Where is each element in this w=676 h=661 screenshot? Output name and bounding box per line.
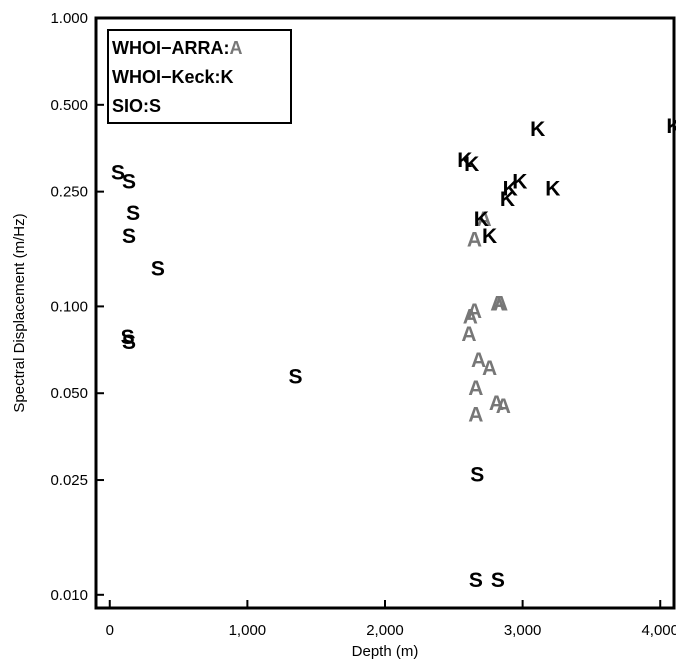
point-s: S — [111, 162, 125, 185]
x-tick-label: 3,000 — [504, 622, 542, 639]
point-s: S — [151, 257, 165, 280]
x-tick-label: 0 — [106, 622, 114, 639]
point-k: K — [503, 178, 518, 201]
y-tick-label: 0.010 — [50, 587, 88, 604]
point-s: S — [126, 202, 140, 225]
point-k: K — [457, 149, 472, 172]
legend-marker: A — [230, 38, 243, 58]
point-k: K — [474, 208, 489, 231]
point-a: A — [467, 228, 482, 251]
legend-label: WHOI−Keck: — [112, 67, 221, 87]
x-tick-label: 2,000 — [366, 622, 404, 639]
legend-marker: S — [149, 96, 161, 116]
point-a: A — [482, 357, 497, 380]
point-a: A — [476, 208, 491, 231]
point-s: S — [122, 170, 136, 193]
x-axis-title: Depth (m) — [352, 643, 419, 660]
point-k: K — [500, 188, 515, 211]
point-k: K — [666, 115, 676, 138]
point-k: K — [464, 153, 479, 176]
axes: 0 1,000 2,000 3,000 4,000 0.010 0.025 0.050 0.10… — [50, 10, 676, 639]
point-a: A — [496, 395, 511, 418]
point-s: S — [470, 464, 484, 487]
x-tick-label: 4,000 — [641, 622, 676, 639]
point-a: A — [468, 404, 483, 427]
legend-label: WHOI−ARRA: — [112, 38, 230, 58]
point-s: S — [491, 569, 505, 592]
point-a: A — [467, 300, 482, 323]
point-s: S — [289, 365, 303, 388]
point-s: S — [122, 331, 136, 354]
legend-entry: WHOI−Keck:K — [112, 67, 234, 87]
point-s: S — [122, 225, 136, 248]
point-k: K — [530, 118, 545, 141]
point-a: A — [471, 349, 486, 372]
point-a: A — [461, 323, 476, 346]
y-tick-label: 0.500 — [50, 97, 88, 114]
legend-marker: K — [221, 67, 234, 87]
y-tick-label: 0.100 — [50, 298, 88, 315]
point-a: A — [490, 292, 505, 315]
point-a: A — [489, 392, 504, 415]
point-s: S — [469, 569, 483, 592]
point-k: K — [482, 225, 497, 248]
legend-entry: WHOI−ARRA:A — [112, 38, 243, 58]
legend: WHOI−ARRA:A WHOI−Keck:K SIO:S — [107, 29, 292, 124]
point-k: K — [512, 170, 527, 193]
y-tick-label: 0.050 — [50, 385, 88, 402]
legend-label: SIO: — [112, 96, 149, 116]
legend-box — [107, 29, 292, 124]
legend-entry: SIO:S — [112, 96, 161, 116]
point-a: A — [468, 377, 483, 400]
point-a: A — [463, 305, 478, 328]
y-axis-title: Spectral Displacement (m/Hz) — [11, 213, 28, 412]
y-tick-label: 0.250 — [50, 184, 88, 201]
y-tick-label: 0.025 — [50, 472, 88, 489]
point-a: A — [493, 292, 508, 315]
x-tick-label: 1,000 — [229, 622, 267, 639]
point-s: S — [121, 326, 135, 349]
point-k: K — [545, 178, 560, 201]
y-tick-label: 1.000 — [50, 10, 88, 27]
